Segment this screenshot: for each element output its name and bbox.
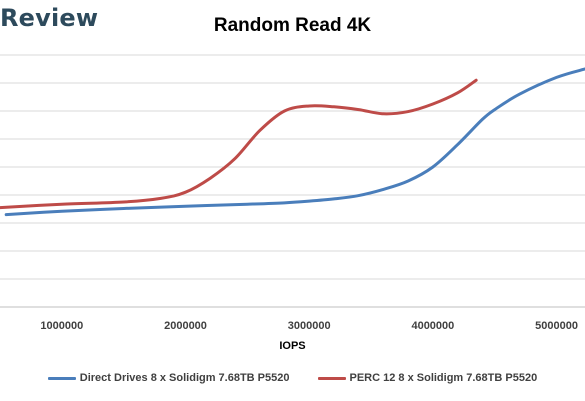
legend: Direct Drives 8 x Solidigm 7.68TB P5520 … [0, 372, 585, 384]
legend-item-perc12: PERC 12 8 x Solidigm 7.68TB P5520 [317, 372, 538, 384]
chart-title: Random Read 4K [213, 15, 372, 36]
brand-logo-text: Review [0, 4, 99, 32]
x-tick-labels: 1000000 2000000 3000000 4000000 5000000 [40, 320, 578, 332]
x-tick-label-1: 1000000 [40, 320, 83, 332]
x-tick-label-4: 4000000 [411, 320, 454, 332]
x-axis-label: IOPS [279, 340, 305, 352]
legend-swatch-perc12 [317, 376, 346, 380]
gridlines [0, 54, 585, 308]
legend-item-direct-drives: Direct Drives 8 x Solidigm 7.68TB P5520 [47, 372, 290, 384]
legend-label-direct-drives: Direct Drives 8 x Solidigm 7.68TB P5520 [79, 372, 290, 384]
legend-label-perc12: PERC 12 8 x Solidigm 7.68TB P5520 [349, 372, 538, 384]
legend-swatch-direct-drives [47, 376, 76, 380]
series-line-perc12 [0, 78, 478, 210]
x-tick-label-5: 5000000 [535, 320, 578, 332]
x-tick-label-2: 2000000 [164, 320, 207, 332]
series-line-direct-drives [4, 67, 585, 217]
x-tick-label-3: 3000000 [288, 320, 331, 332]
series-lines [0, 67, 585, 217]
